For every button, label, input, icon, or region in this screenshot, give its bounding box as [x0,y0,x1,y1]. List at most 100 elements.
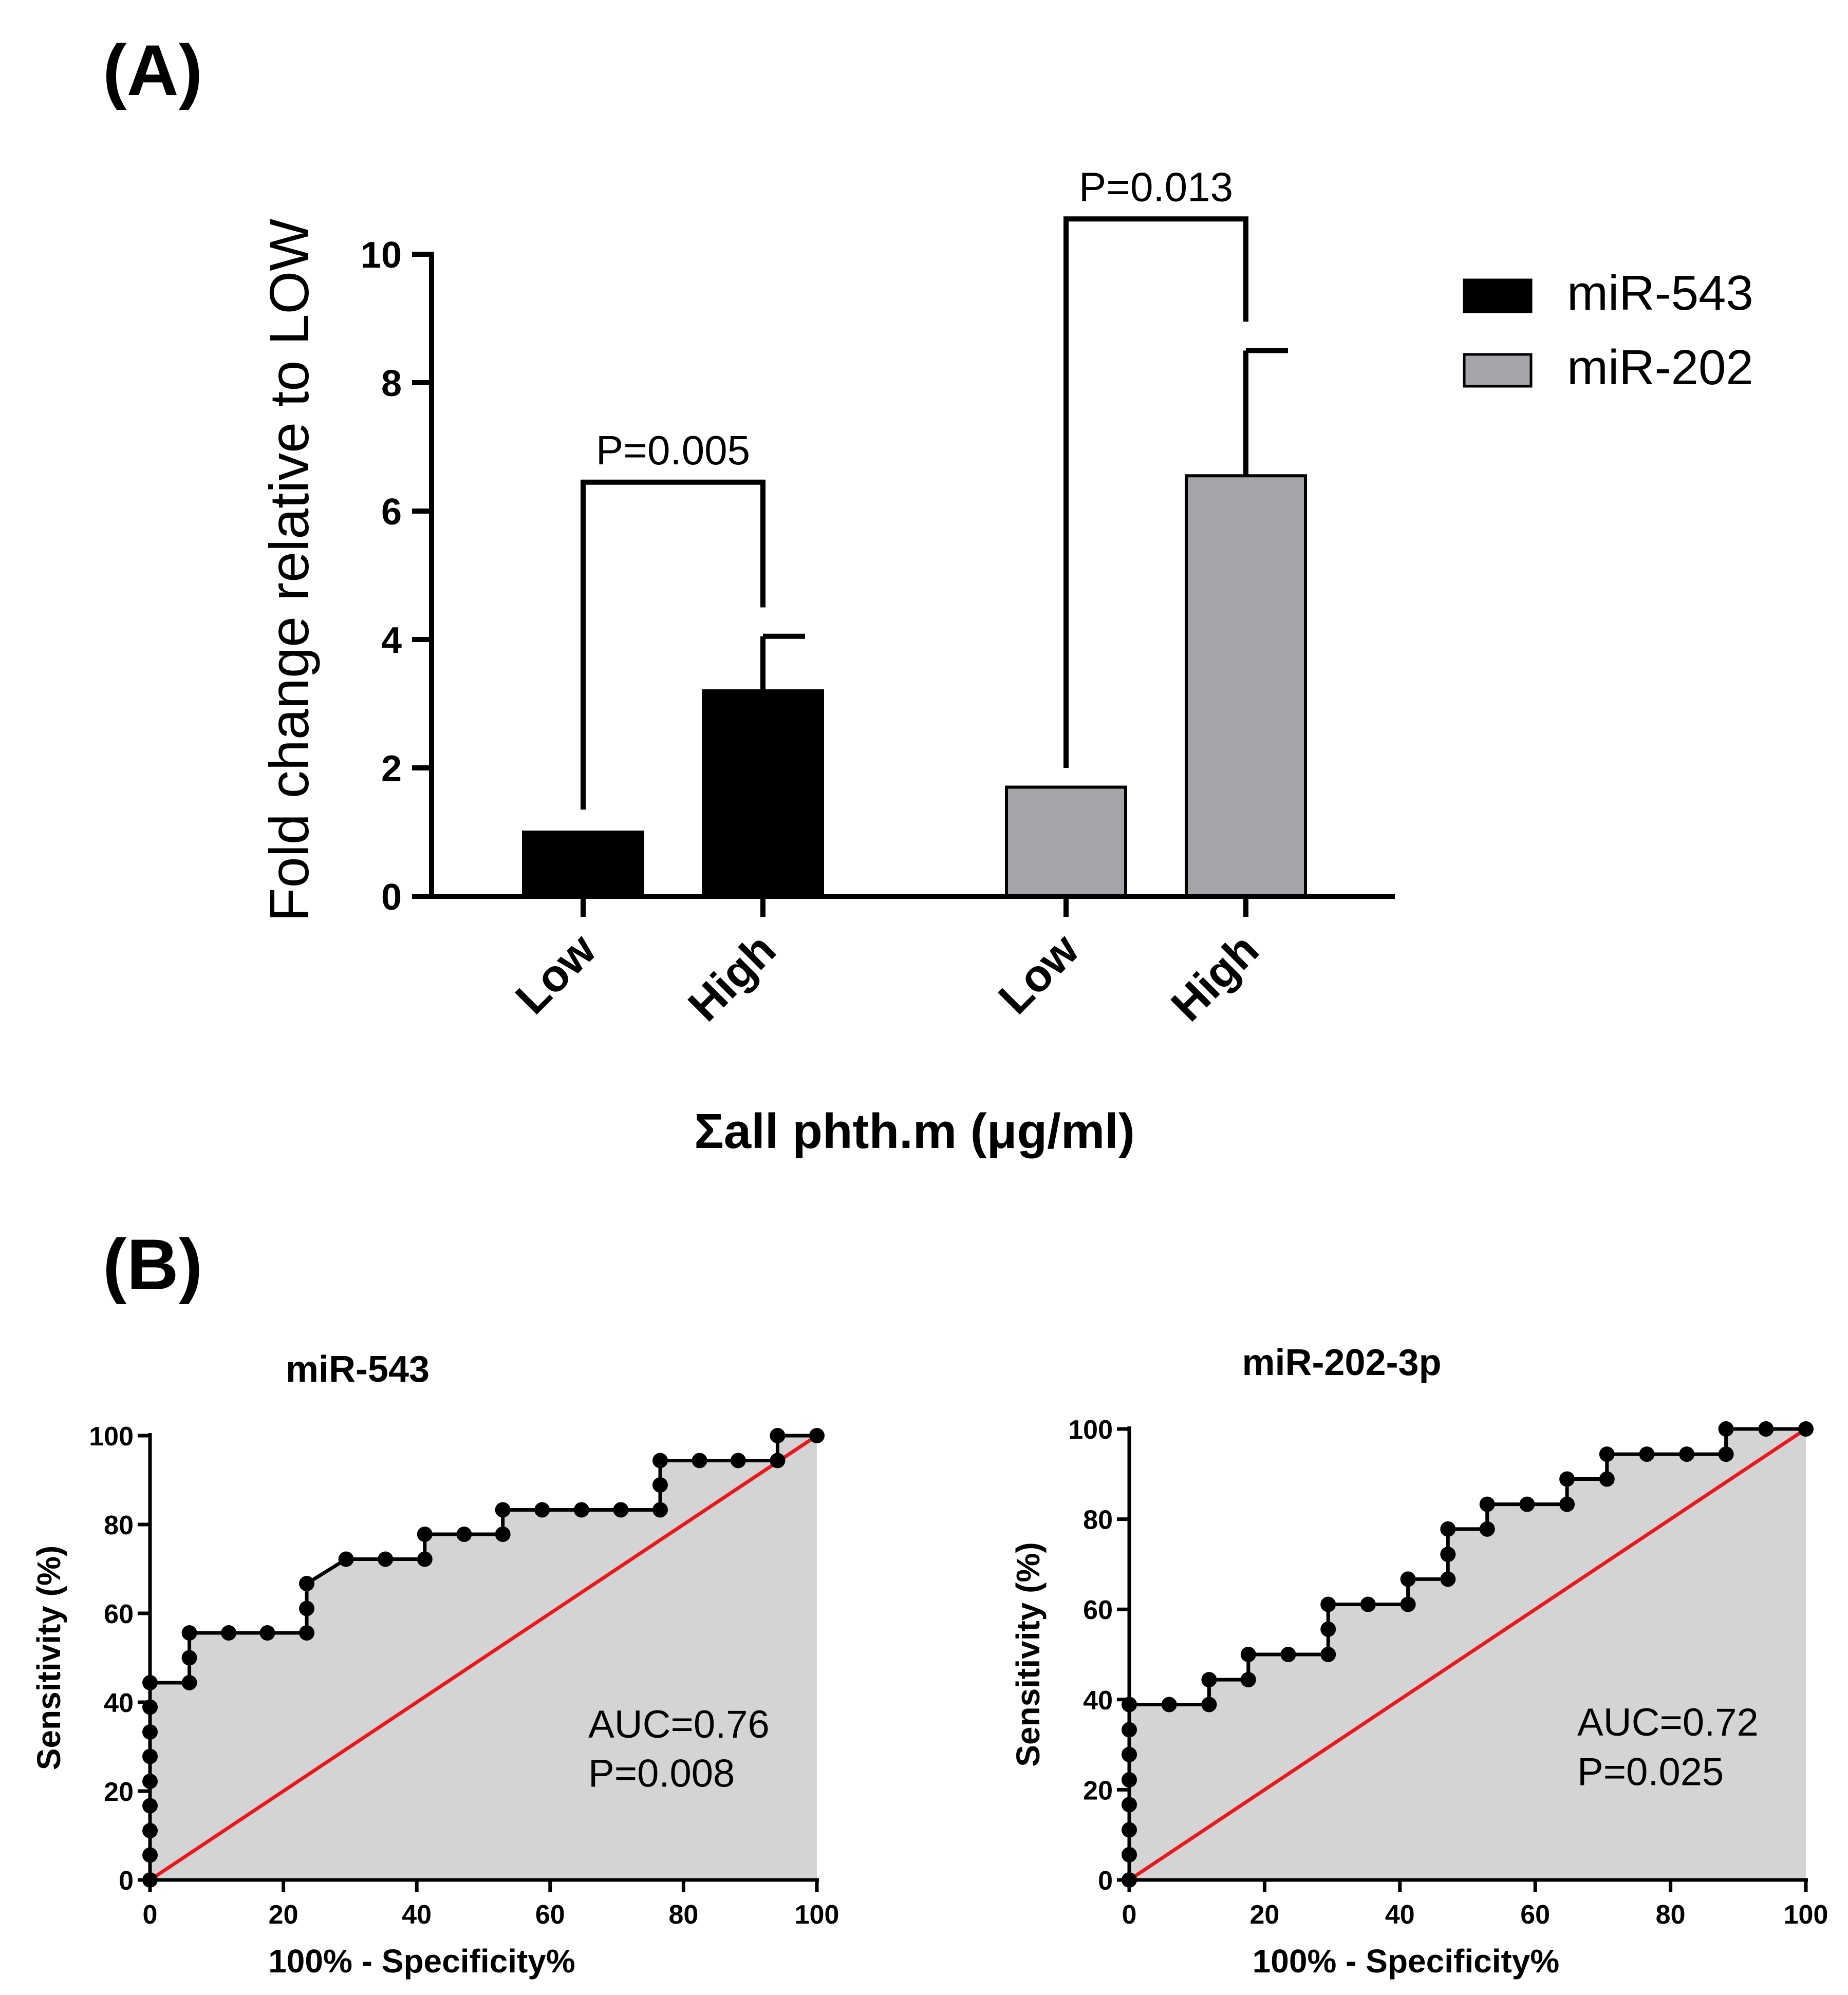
legend-label: miR-543 [1567,266,1753,321]
x-axis-title: 100% - Specificity% [268,1943,575,1980]
y-ticks: 0 2 4 6 8 10 [361,235,432,918]
roc-point [1240,1647,1256,1662]
x-tick-label: 20 [269,1900,298,1930]
roc-point [652,1502,668,1518]
auc-label: AUC=0.76 [588,1703,770,1746]
bar [1185,474,1307,898]
roc-point [417,1527,433,1542]
significance-brackets: P=0.005 P=0.013 [581,164,1248,810]
panel-label-a: (A) [103,30,202,110]
p-value-label: P=0.005 [596,427,750,473]
roc-point [299,1625,315,1641]
bar-chart: 0 2 4 6 8 10 P=0.005 P=0.013 Low High Low High Fo… [258,164,1753,1159]
roc-point [181,1625,197,1641]
roc-point [1718,1446,1734,1462]
roc-point [181,1650,197,1666]
y-tick-label: 0 [1098,1866,1113,1896]
roc-point [1240,1672,1256,1688]
x-tick-label: 0 [1122,1900,1137,1930]
x-category-label: High [1161,924,1268,1030]
roc-point [1400,1596,1416,1612]
y-axis-title: Fold change relative to LOW [258,219,320,922]
roc-point [338,1551,354,1567]
roc-point [221,1625,237,1641]
bars [522,474,1307,898]
y-tick-label: 40 [1083,1686,1113,1716]
y-tick-label: 8 [381,363,402,404]
y-tick-label: 60 [104,1599,134,1629]
x-tick-label: 60 [1520,1900,1550,1930]
y-tick-label: 0 [119,1866,134,1896]
y-tick-label: 6 [381,492,402,533]
bar [702,689,824,898]
roc-point [1440,1547,1456,1563]
auc-label: AUC=0.72 [1577,1701,1759,1744]
bar [1005,785,1127,898]
roc-point [1320,1647,1336,1662]
roc-point [652,1477,668,1493]
y-axis-title: Sensitivity (%) [30,1546,67,1770]
x-category-label: High [678,924,785,1030]
roc-point [1280,1647,1296,1662]
roc-point [1718,1421,1734,1437]
roc-point [1440,1521,1456,1537]
x-category-labels: Low High Low High [506,896,1268,1031]
legend: miR-543 miR-202 [1463,266,1753,395]
y-tick-label: 60 [1083,1595,1113,1625]
y-tick-label: 100 [1068,1415,1113,1445]
roc-point [456,1527,472,1542]
roc-point [1599,1471,1615,1487]
roc-point [770,1453,786,1469]
bar [522,831,644,898]
roc-point [495,1502,511,1518]
y-tick-label: 2 [381,748,402,789]
roc-point [1679,1446,1695,1462]
roc-point [1798,1421,1814,1437]
roc-point [1519,1496,1535,1512]
roc-point [1360,1596,1376,1612]
y-tick-label: 10 [361,235,402,276]
roc-point [1440,1571,1456,1587]
x-tick-label: 0 [143,1900,158,1930]
roc-point [1639,1446,1655,1462]
chart-title: miR-202-3p [1242,1342,1441,1383]
roc-point [181,1674,197,1690]
x-tick-label: 100 [795,1900,839,1930]
significance-bracket [581,479,766,810]
roc-point [1320,1621,1336,1637]
y-tick-label: 80 [104,1511,134,1540]
x-tick-label: 40 [402,1900,432,1930]
error-bars [760,348,1288,691]
roc-point [299,1601,315,1616]
roc-point [534,1502,550,1518]
roc-point [1559,1471,1575,1487]
y-tick-label: 80 [1083,1505,1113,1535]
roc-point [1320,1596,1336,1612]
roc-point [730,1453,746,1469]
y-tick-label: 100 [89,1422,134,1452]
roc-point [652,1453,668,1469]
roc-point [573,1502,589,1518]
roc-point [417,1551,433,1567]
roc-point [495,1527,511,1542]
reference-line [149,1434,818,1881]
roc-chart-mir-543: 0 20 40 60 80 100 0 20 40 60 80 100 miR-543 100% - Sp… [30,1349,839,1980]
chart-title: miR-543 [286,1349,430,1390]
roc-point [809,1428,825,1443]
y-tick-label: 20 [104,1777,134,1807]
roc-point [1400,1571,1416,1587]
roc-point [692,1453,707,1469]
y-tick-label: 20 [1083,1776,1113,1805]
legend-swatch [1463,353,1533,388]
roc-point [259,1625,275,1641]
p-value-label: P=0.008 [588,1752,735,1795]
roc-point [1161,1697,1177,1712]
x-tick-label: 80 [1656,1900,1686,1930]
roc-point [613,1502,629,1518]
roc-point [1479,1496,1495,1512]
x-tick-label: 20 [1249,1900,1279,1930]
y-tick-label: 0 [381,877,402,918]
roc-point [770,1428,786,1443]
roc-point [1559,1496,1575,1512]
